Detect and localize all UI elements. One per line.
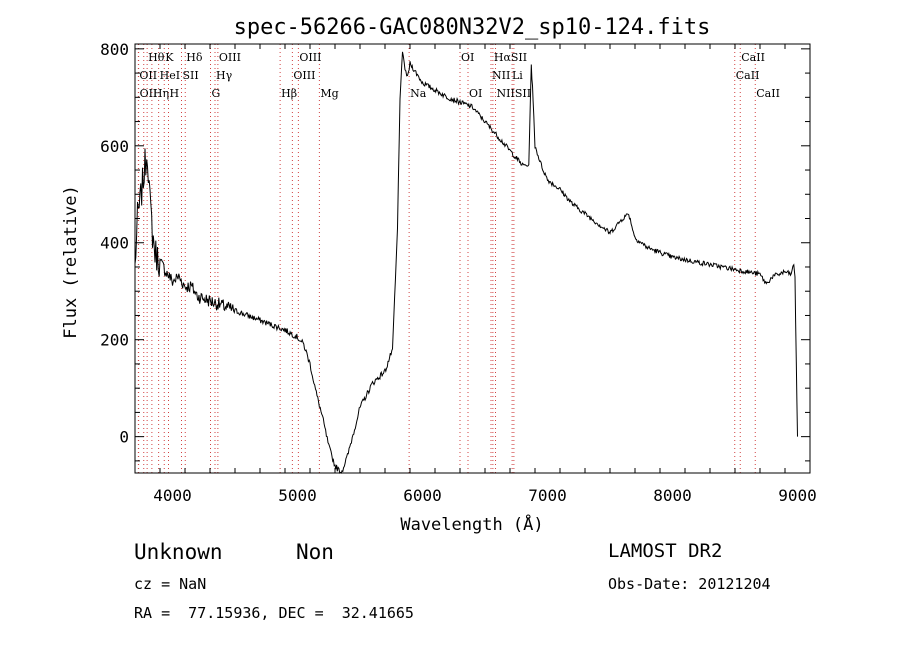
survey-name: LAMOST DR2	[608, 540, 723, 562]
line-label: Hη	[153, 87, 169, 100]
line-label: HαSII	[494, 51, 527, 64]
x-tick-label: 8000	[653, 486, 692, 505]
object-class: Unknown	[134, 540, 223, 564]
line-label: Na	[410, 87, 427, 100]
line-label: Hδ	[186, 51, 203, 64]
line-label: CaII	[741, 51, 765, 64]
plot-frame	[134, 43, 811, 474]
line-label: CaII	[756, 87, 780, 100]
line-label: OII	[140, 87, 158, 100]
line-label: G	[212, 87, 221, 100]
y-tick-label: 200	[100, 331, 129, 350]
y-axis: 0 200 400 600 800	[100, 40, 810, 462]
line-markers	[137, 44, 756, 473]
line-label: NIISII	[497, 87, 532, 100]
line-labels: Hθ K Hδ OIII OIII OI HαSII CaII OII HeI SII Hγ OIII N…	[139, 51, 780, 100]
redshift-readout: cz = NaN	[134, 575, 207, 593]
line-label: SII	[183, 69, 199, 82]
x-tick-label: 7000	[528, 486, 567, 505]
line-label: H	[170, 87, 180, 100]
x-axis: 4000 5000 6000 7000 8000 9000	[134, 44, 817, 505]
y-tick-label: 400	[100, 234, 129, 253]
line-label: OI	[461, 51, 474, 64]
obs-date: Obs-Date: 20121204	[608, 575, 771, 593]
y-tick-label: 600	[100, 137, 129, 156]
line-label: NII	[492, 69, 510, 82]
x-tick-label: 4000	[153, 486, 192, 505]
x-tick-label: 6000	[403, 486, 442, 505]
line-label: OIII	[219, 51, 241, 64]
x-tick-label: 5000	[278, 486, 317, 505]
y-axis-label: Flux (relative)	[61, 185, 81, 339]
object-subclass: Non	[296, 540, 334, 564]
line-label: Li	[512, 69, 523, 82]
spectrum-line	[134, 51, 798, 474]
line-label: Hθ	[148, 51, 165, 64]
x-tick-label: 9000	[778, 486, 817, 505]
line-label: OIII	[293, 69, 315, 82]
line-label: OIII	[299, 51, 321, 64]
line-label: OII	[139, 69, 157, 82]
line-label: K	[165, 51, 174, 64]
line-label: OI	[469, 87, 482, 100]
line-label: Hγ	[216, 69, 233, 82]
line-label: HeI	[160, 69, 180, 82]
line-label: Hβ	[281, 87, 297, 100]
x-axis-label: Wavelength (Å)	[400, 513, 543, 535]
chart-title: spec-56266-GAC080N32V2_sp10-124.fits	[234, 15, 711, 40]
y-tick-label: 800	[100, 40, 129, 59]
coordinates-readout: RA = 77.15936, DEC = 32.41665	[134, 604, 414, 622]
line-label: Mg	[320, 87, 338, 100]
line-label: CaII	[736, 69, 760, 82]
y-tick-label: 0	[119, 428, 129, 447]
